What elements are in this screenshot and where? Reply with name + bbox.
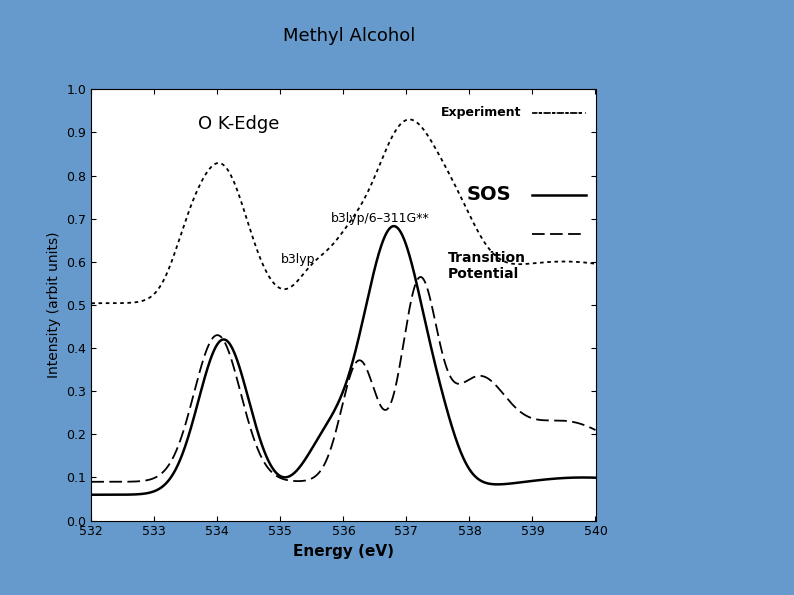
Text: Methyl Alcohol: Methyl Alcohol <box>283 27 415 45</box>
Text: SOS: SOS <box>466 186 511 205</box>
Text: Transition
Potential: Transition Potential <box>447 251 526 281</box>
Text: Experiment: Experiment <box>441 107 522 120</box>
Y-axis label: Intensity (arbit units): Intensity (arbit units) <box>47 231 61 378</box>
Text: b3lyp/6–311G**: b3lyp/6–311G** <box>331 212 430 225</box>
X-axis label: Energy (eV): Energy (eV) <box>293 544 394 559</box>
Text: O K-Edge: O K-Edge <box>198 115 279 133</box>
Text: b3lyp: b3lyp <box>280 253 315 266</box>
